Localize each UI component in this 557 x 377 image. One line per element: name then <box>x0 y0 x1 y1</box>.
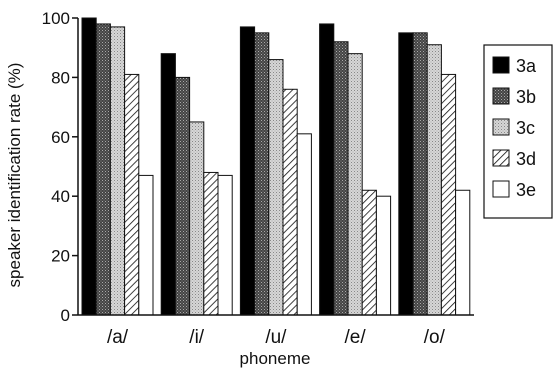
legend-label: 3d <box>516 149 536 169</box>
legend-swatch-3b <box>492 87 510 105</box>
legend-swatch-3e <box>492 180 510 198</box>
x-tick-label: /a/ <box>107 327 129 348</box>
legend-swatch-3d <box>492 149 510 167</box>
bar-3e <box>296 133 312 316</box>
y-tick-label: 0 <box>61 306 70 325</box>
legend-label: 3c <box>516 118 535 138</box>
bar-3a <box>398 32 414 316</box>
x-tick-label: /i/ <box>189 327 205 348</box>
x-axis-label: phoneme <box>240 349 311 368</box>
x-axis-ticks: /a/ /i/ /u/ /e/ /o/ <box>107 327 446 348</box>
bar-3a <box>319 23 335 316</box>
bar-3c <box>426 44 442 316</box>
legend-swatch-3a <box>492 56 510 74</box>
x-tick-label: /e/ <box>345 327 367 348</box>
legend-label: 3b <box>516 87 536 107</box>
bar-3b <box>174 76 191 316</box>
y-tick-label: 20 <box>51 247 70 266</box>
y-tick-label: 40 <box>51 187 70 206</box>
bar-3d <box>203 171 219 316</box>
bar-3d <box>440 73 457 316</box>
x-tick-label: /u/ <box>265 327 287 348</box>
bar-3e <box>455 189 471 316</box>
legend-label: 3a <box>516 56 537 76</box>
bar-3b <box>412 32 428 316</box>
bar-3c <box>347 53 363 316</box>
bar-3d <box>361 189 377 316</box>
y-tick-label: 100 <box>42 9 70 28</box>
x-tick-label: /o/ <box>424 327 446 348</box>
y-axis-label: speaker identification rate (%) <box>5 63 24 288</box>
legend-label: 3e <box>516 180 536 200</box>
bar-3b <box>95 23 111 316</box>
bar-3b <box>333 41 349 316</box>
legend-swatch-3c <box>492 118 510 136</box>
bars-group <box>81 17 471 316</box>
y-tick-label: 80 <box>51 68 70 87</box>
y-tick-label: 60 <box>51 128 70 147</box>
bar-3a <box>160 53 176 316</box>
bar-3d <box>124 73 140 316</box>
bar-3a <box>239 26 256 316</box>
bar-3e <box>217 174 233 316</box>
legend: 3a 3b 3c 3d 3e <box>483 44 553 219</box>
bar-3b <box>254 32 270 316</box>
y-axis-ticks: 0 20 40 60 80 100 <box>42 9 78 325</box>
bar-3d <box>282 88 298 316</box>
bar-3a <box>81 17 97 316</box>
bar-3c <box>268 59 284 316</box>
bar-3e <box>138 174 154 316</box>
bar-3c <box>189 121 205 316</box>
bar-3c <box>109 26 126 316</box>
bar-3e <box>375 195 392 316</box>
